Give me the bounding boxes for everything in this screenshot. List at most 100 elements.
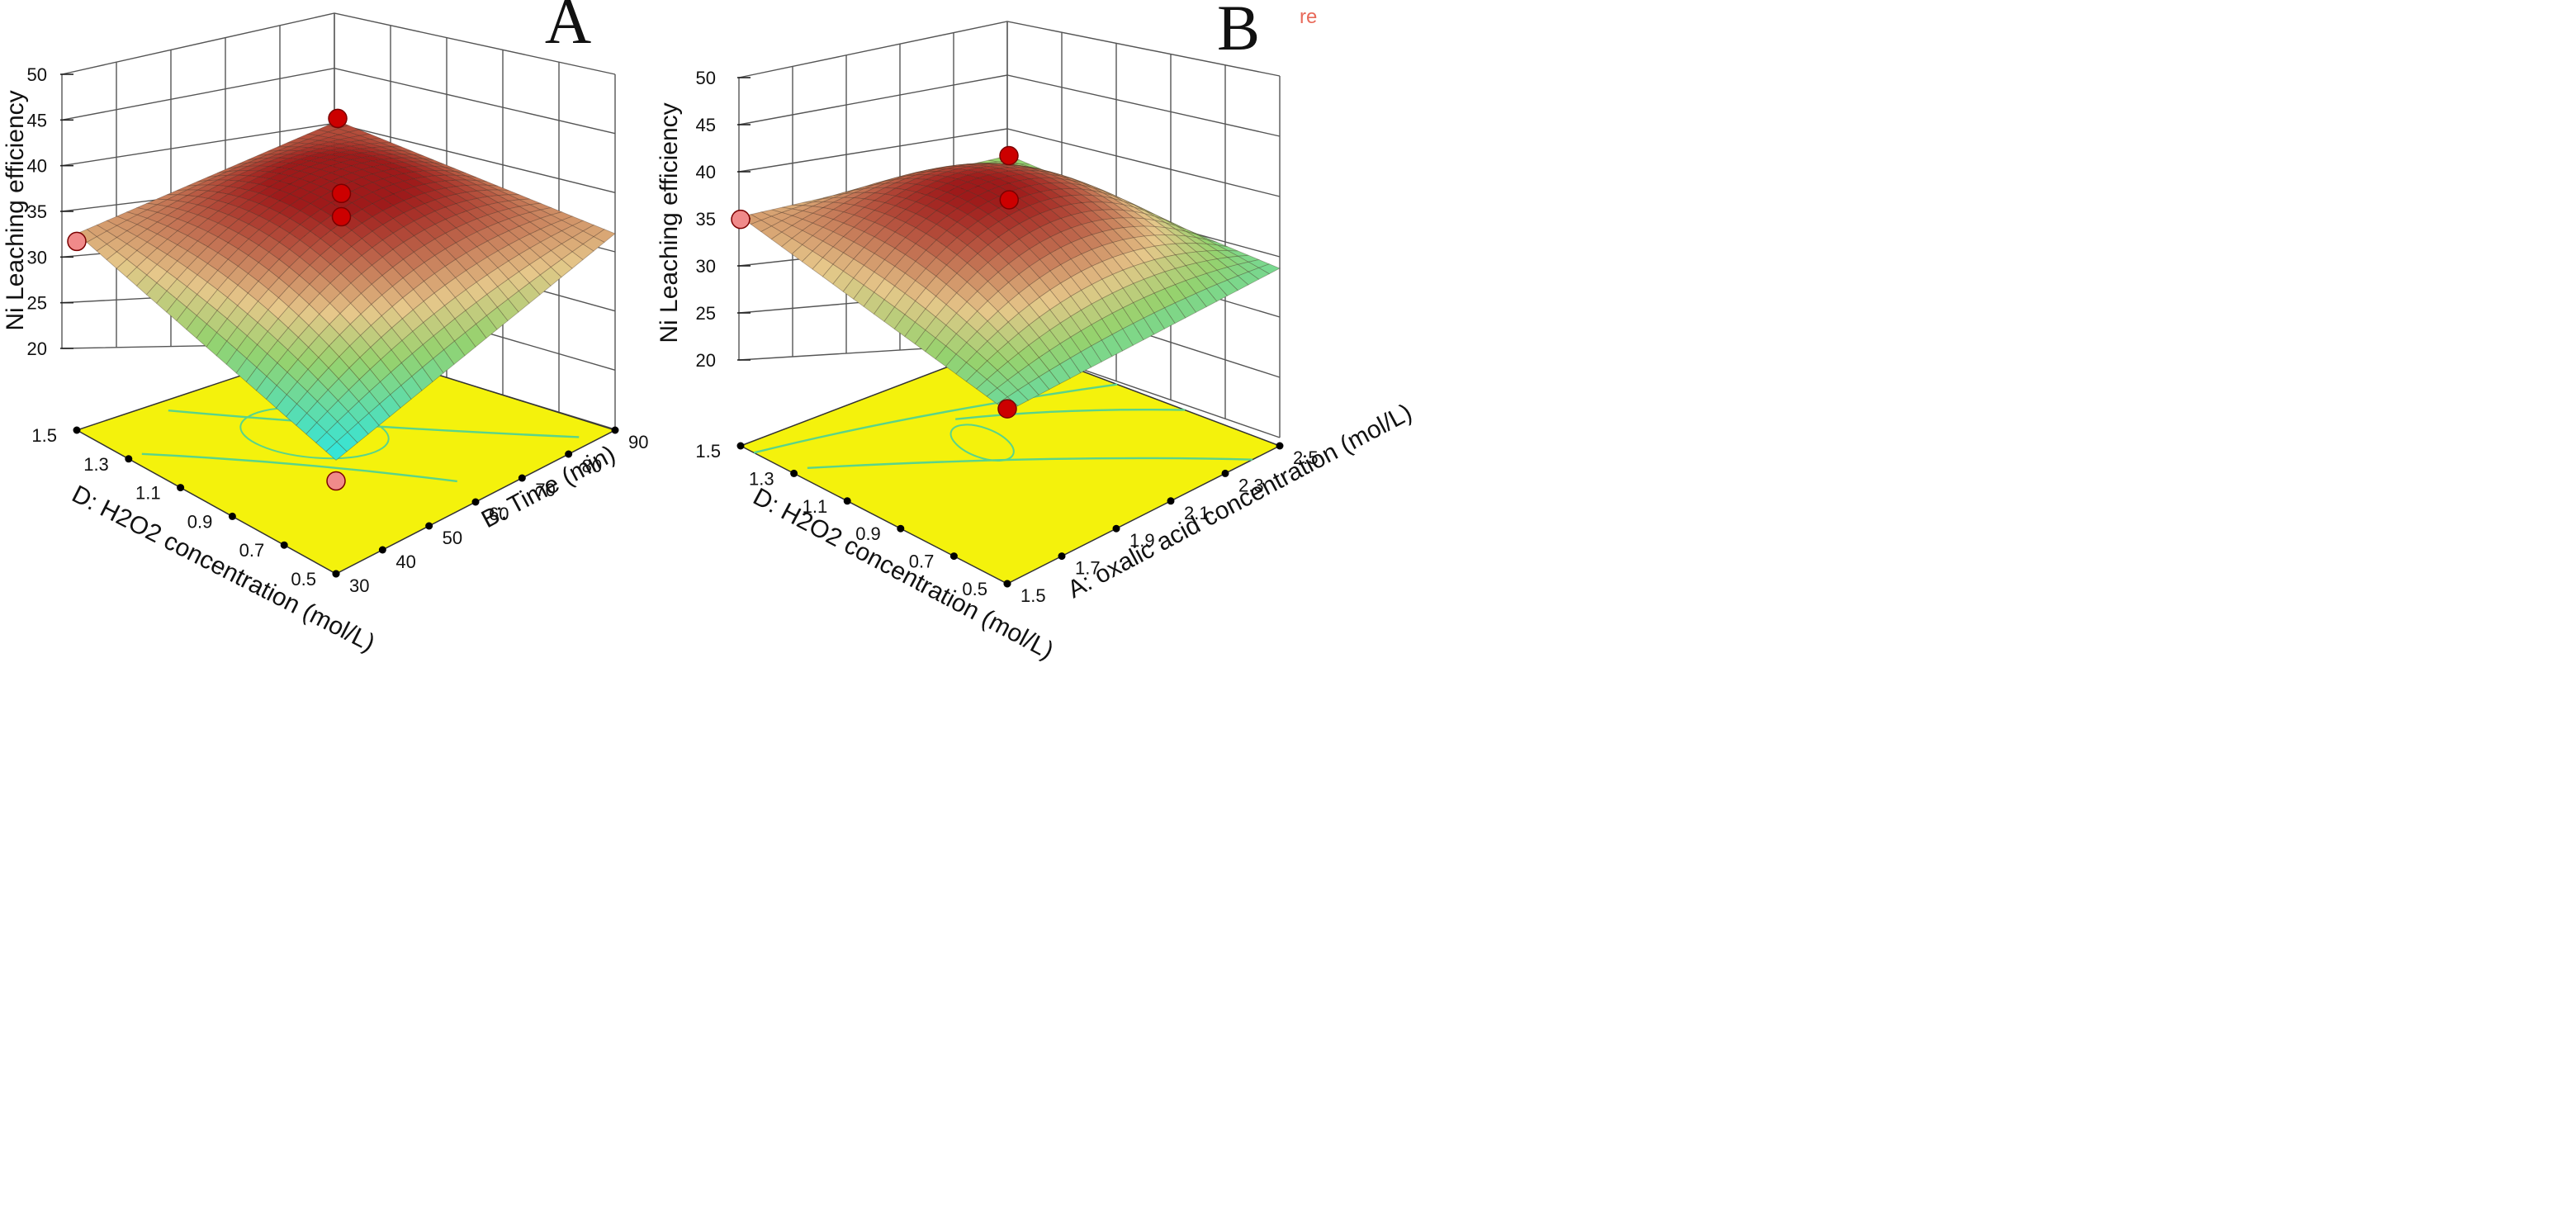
surface-facet [116, 258, 138, 278]
surface-facet [770, 211, 793, 221]
surface-facet [340, 165, 363, 173]
surface-facet [268, 161, 290, 168]
surface-facet [309, 163, 333, 170]
response-surface-a [76, 121, 616, 461]
surface-facet [329, 143, 351, 149]
surface-facet [791, 219, 814, 231]
surface-facet [305, 422, 328, 443]
x-tick-label: 50 [443, 528, 462, 548]
y-tick-dot [949, 552, 958, 561]
surface-facet [966, 331, 988, 353]
z-tick-label: 50 [696, 68, 716, 88]
x-tick-dot [1221, 469, 1229, 477]
surface-facet [978, 163, 999, 167]
surface-facet [329, 139, 350, 144]
y-tick-label: 0.9 [855, 523, 881, 544]
surface-facet [258, 161, 280, 167]
z-tick-label: 35 [27, 201, 47, 222]
y-tick-label: 1.5 [695, 441, 721, 462]
chart-panel-b: 20 25 30 35 40 45 50 Ni Leaching efficiency 0.5 0… [656, 0, 1417, 665]
surface-facet [812, 240, 834, 258]
surface-facet [1122, 210, 1146, 220]
surface-facet [370, 337, 392, 361]
surface-facet [359, 324, 382, 348]
surface-facet [381, 163, 405, 170]
surface-facet [277, 142, 299, 148]
x-tick-label: 2.1 [1184, 503, 1210, 523]
surface-facet [237, 254, 259, 274]
x-tick-dot [565, 450, 573, 458]
surface-facet [1050, 172, 1073, 179]
surface-facet [392, 200, 415, 214]
surface-facet [125, 267, 148, 286]
x-tick-label: 80 [582, 456, 602, 476]
surface-facet [278, 154, 300, 159]
surface-facet [412, 154, 434, 161]
surface-facet [475, 315, 498, 339]
design-point [997, 399, 1017, 419]
surface-facet [319, 165, 343, 173]
surface-facet [812, 215, 835, 228]
surface-facet [288, 146, 310, 152]
surface-facet [771, 206, 793, 213]
wall-horizontal-gridline [738, 128, 1281, 197]
surface-facet [1185, 251, 1208, 264]
x-tick-dot [378, 546, 386, 554]
surface-facet [400, 376, 423, 400]
surface-facet [434, 170, 456, 176]
surface-facet [350, 163, 374, 170]
z-axis-title: Ni Leaching efficiency [656, 102, 683, 343]
surface-facet [268, 277, 290, 299]
surface-facet [299, 247, 321, 266]
surface-facet [227, 170, 249, 176]
surface-facet [358, 368, 381, 392]
surface-facet [268, 157, 290, 163]
surface-facet [316, 131, 340, 139]
surface-facet [853, 206, 876, 220]
z-tick-label: 45 [696, 115, 716, 135]
surface-facet [1165, 219, 1186, 230]
surface-facet [176, 189, 198, 196]
surface-facet [433, 349, 455, 374]
z-tick-label: 45 [27, 110, 47, 130]
surface-facet [308, 157, 332, 163]
surface-facet [257, 166, 281, 173]
surface-facet [106, 251, 128, 269]
y-tick-label: 0.7 [239, 540, 265, 561]
surface-facet [822, 246, 845, 265]
z-axis-title: Ni Leaching efficiency [2, 90, 29, 330]
x-tick-dot [1112, 524, 1120, 533]
surface-facet [329, 237, 353, 256]
y-tick-dot [280, 541, 288, 549]
z-tick-label: 20 [696, 350, 716, 371]
surface-facet [391, 339, 413, 364]
design-point [326, 471, 346, 491]
surface-facet [403, 196, 426, 209]
surface-facet [296, 412, 318, 435]
surface-facet [811, 201, 835, 208]
surface-facet [1112, 198, 1134, 208]
surface-facet [257, 309, 279, 332]
surface-facet [485, 306, 509, 330]
z-tick-label: 35 [696, 209, 716, 230]
wall-horizontal-gridline [61, 12, 616, 75]
z-tick-label: 50 [27, 64, 47, 85]
surface-facet [277, 327, 299, 351]
surface-facet [1113, 195, 1134, 206]
surface-facet [550, 258, 573, 278]
floor-contour-line [807, 457, 1253, 469]
y-tick-dot [897, 524, 905, 533]
surface-facet [455, 222, 478, 238]
surface-facet [957, 164, 978, 168]
y-tick-dot [125, 455, 133, 463]
surface-facet [391, 277, 414, 299]
response-surface-b [740, 155, 1281, 412]
design-point [328, 108, 348, 129]
surface-facet [337, 125, 361, 133]
design-point [731, 209, 751, 230]
surface-facet [136, 241, 158, 258]
y-tick-dot [228, 512, 236, 520]
surface-facet [349, 313, 372, 336]
surface-facet [156, 199, 179, 207]
surface-facet [1050, 174, 1073, 181]
